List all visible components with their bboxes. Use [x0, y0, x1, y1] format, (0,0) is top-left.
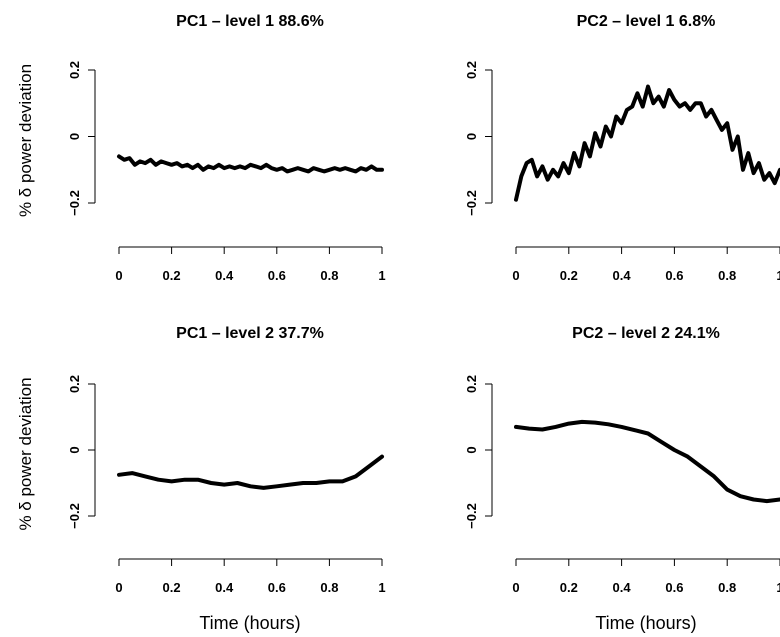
panel-title: PC1 – level 2 37.7%	[176, 325, 324, 342]
y-tick-label: 0.2	[67, 61, 82, 79]
x-tick-label: 0.8	[718, 580, 736, 595]
x-tick-label: 0	[512, 580, 519, 595]
y-tick-label: 0.2	[464, 375, 479, 393]
y-tick-label: 0	[67, 133, 82, 140]
panel-title: PC2 – level 1 6.8%	[577, 13, 716, 30]
x-tick-label: 0.8	[320, 580, 338, 595]
y-tick-label: −0.2	[67, 503, 82, 529]
x-tick-label: 0.6	[268, 580, 286, 595]
panel-title: PC2 – level 2 24.1%	[572, 325, 720, 342]
x-tick-label: 0	[512, 268, 519, 283]
y-tick-label: 0	[464, 446, 479, 453]
x-tick-label: 0.8	[320, 268, 338, 283]
x-tick-label: 0.6	[665, 580, 683, 595]
x-tick-label: 0.4	[215, 268, 234, 283]
y-tick-label: 0.2	[464, 61, 479, 79]
series-line	[514, 419, 780, 504]
x-tick-label: 1	[378, 580, 385, 595]
panel-2: PC2 – level 1 6.8% −0.2 0 0.2 0 0.2 0.4 0.6 0.8 1	[464, 13, 780, 283]
x-tick-label: 1	[378, 268, 385, 283]
y-tick-label: 0.2	[67, 375, 82, 393]
x-tick-label: 1	[776, 268, 780, 283]
x-tick-label: 0.2	[163, 268, 181, 283]
x-tick-label: 0	[115, 268, 122, 283]
panel-3: PC1 – level 2 37.7% −0.2 0 0.2 0 0.2 0.4 0.6 0.8…	[16, 325, 386, 633]
x-tick-label: 0	[115, 580, 122, 595]
x-tick-label: 0.2	[163, 580, 181, 595]
x-tick-label: 0.2	[560, 268, 578, 283]
x-tick-label: 0.6	[268, 268, 286, 283]
y-tick-label: −0.2	[67, 190, 82, 216]
x-tick-label: 0.4	[613, 580, 632, 595]
panel-title: PC1 – level 1 88.6%	[176, 13, 324, 30]
x-tick-label: 0.6	[665, 268, 683, 283]
y-axis-title: % δ power deviation	[16, 377, 35, 530]
y-tick-label: 0	[67, 446, 82, 453]
x-tick-label: 1	[776, 580, 780, 595]
x-axis-title: Time (hours)	[199, 613, 300, 633]
x-tick-label: 0.4	[613, 268, 632, 283]
y-tick-label: 0	[464, 133, 479, 140]
y-tick-label: −0.2	[464, 190, 479, 216]
x-axis-title: Time (hours)	[595, 613, 696, 633]
series-line	[514, 84, 780, 202]
y-tick-label: −0.2	[464, 503, 479, 529]
x-tick-label: 0.8	[718, 268, 736, 283]
x-tick-label: 0.4	[215, 580, 234, 595]
series-line	[117, 154, 384, 174]
y-axis-title: % δ power deviation	[16, 64, 35, 217]
panel-4: PC2 – level 2 24.1% −0.2 0 0.2 0 0.2 0.4 0.6 0.8…	[464, 325, 780, 633]
x-tick-label: 0.2	[560, 580, 578, 595]
series-line	[117, 454, 384, 490]
panel-1: PC1 – level 1 88.6% −0.2 0 0.2 0 0.2 0.4 0.6 0.8…	[16, 13, 386, 283]
